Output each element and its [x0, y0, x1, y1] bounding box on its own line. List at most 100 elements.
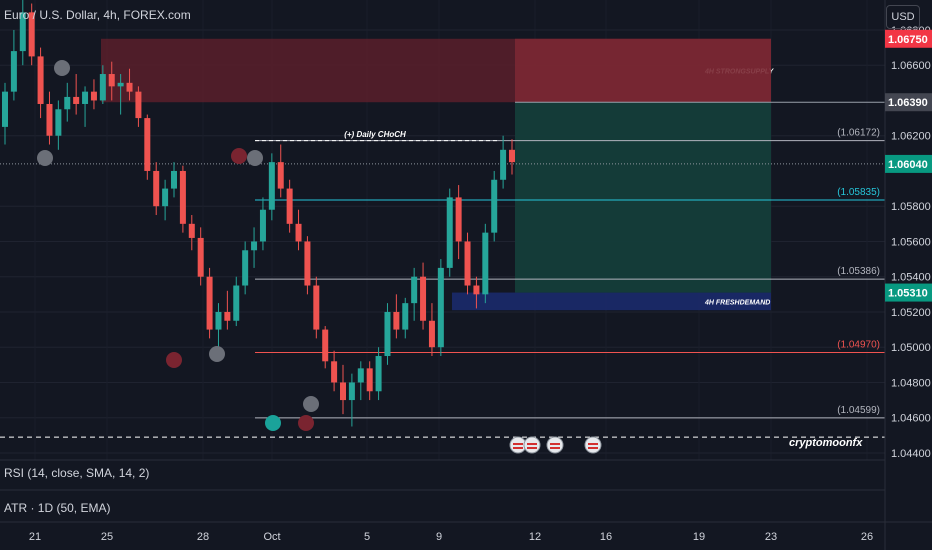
swing-marker	[166, 352, 182, 368]
price-badge-label: 1.05310	[888, 288, 928, 300]
candle-body	[215, 311, 222, 330]
x-tick-label: 25	[101, 531, 113, 543]
candle-body	[340, 382, 346, 401]
y-tick-label: 1.05800	[891, 201, 931, 213]
level-label: (1.05835)	[837, 187, 880, 198]
candle-body	[259, 209, 266, 242]
candle-body	[19, 12, 26, 52]
candle-body	[233, 285, 240, 321]
price-badge	[885, 93, 932, 112]
x-tick-label: 19	[693, 531, 705, 543]
swing-marker	[209, 346, 225, 362]
price-badge-label: 1.06390	[888, 97, 928, 109]
candle-body	[473, 285, 480, 295]
y-tick-label: 1.04600	[891, 413, 931, 425]
price-badges: 1.06750 1.06390 1.06040 1.05310	[885, 29, 932, 302]
us-flag-icon	[513, 447, 523, 449]
candle-body	[286, 188, 293, 224]
candle-body	[482, 232, 489, 295]
chart-markers	[37, 60, 602, 454]
candle-body	[126, 82, 133, 92]
swing-marker	[231, 148, 247, 164]
level-label: (1.04970)	[837, 339, 880, 350]
x-tick-label: 5	[364, 531, 370, 543]
candle-body	[322, 329, 329, 362]
swing-marker	[298, 415, 314, 431]
level-label: (1.06172)	[837, 128, 880, 139]
candle-body	[179, 170, 186, 224]
stop-zone	[515, 38, 771, 103]
candle-body	[277, 162, 284, 189]
us-flag-icon	[527, 447, 537, 449]
author-watermark: cryptomoonfx	[789, 437, 863, 449]
swing-marker	[265, 415, 281, 431]
candle-body	[251, 241, 258, 251]
symbol-title[interactable]: Euro / U.S. Dollar, 4h, FOREX.com	[4, 8, 191, 22]
x-tick-label: 26	[861, 531, 873, 543]
candle-body	[28, 12, 35, 57]
candle-body	[366, 368, 373, 392]
candle-body	[464, 241, 471, 286]
candle-body	[206, 276, 213, 330]
candle-body	[375, 356, 382, 392]
x-tick-label: Oct	[263, 531, 280, 543]
zone-label: 4H FRESHDEMAND	[704, 299, 770, 306]
zone-target	[515, 102, 771, 293]
price-badge	[885, 29, 932, 48]
swing-marker	[54, 60, 70, 76]
candle-body	[37, 56, 44, 104]
candle-body	[455, 197, 462, 242]
x-tick-label: 16	[600, 531, 612, 543]
swing-marker	[247, 150, 263, 166]
y-tick-label: 1.05400	[891, 272, 931, 284]
chart-levels: (1.06172) (1.05835) (1.05386) (1.04970) (1.0…	[0, 128, 885, 438]
candle-body	[171, 170, 177, 189]
us-flag-icon	[513, 443, 523, 445]
us-flag-icon	[550, 447, 560, 449]
candle-body	[411, 276, 418, 304]
candle-body	[188, 223, 195, 238]
candle-series	[2, 0, 515, 427]
atr-indicator-label[interactable]: ATR · 1D (50, EMA)	[4, 501, 111, 515]
candle-body	[491, 179, 498, 233]
candle-body	[268, 162, 275, 210]
candle-body	[393, 311, 400, 330]
candle-body	[402, 303, 409, 330]
candle-body	[420, 276, 427, 321]
y-tick-label: 1.04400	[891, 448, 931, 460]
candle-body	[295, 223, 302, 242]
us-flag-icon	[588, 443, 598, 445]
candle-body	[55, 109, 62, 136]
level-label: (1.04599)	[837, 405, 880, 416]
price-badge	[885, 283, 932, 302]
x-tick-label: 28	[197, 531, 209, 543]
candle-body	[509, 149, 515, 163]
x-tick-label: 9	[436, 531, 442, 543]
candle-body	[357, 368, 364, 383]
rsi-indicator-label[interactable]: RSI (14, close, SMA, 14, 2)	[4, 466, 150, 480]
candle-body	[144, 118, 151, 171]
us-flag-icon	[588, 447, 598, 449]
candle-body	[162, 188, 169, 207]
candle-body	[2, 91, 8, 127]
y-tick-label: 1.05600	[891, 236, 931, 248]
candle-body	[90, 91, 97, 101]
candle-body	[437, 267, 444, 348]
swing-marker	[303, 396, 319, 412]
candle-body	[153, 170, 160, 207]
price-badge-label: 1.06750	[888, 34, 928, 46]
currency-button[interactable]: USD	[886, 5, 920, 29]
candle-body	[331, 361, 338, 383]
y-tick-label: 1.06200	[891, 131, 931, 143]
candle-body	[99, 74, 106, 101]
y-tick-label: 1.04800	[891, 377, 931, 389]
choch-label: (+) Daily CHoCH	[344, 130, 406, 139]
candle-body	[82, 91, 89, 104]
chart-zones: 4H STRONGSUPPLY4H FRESHDEMAND	[101, 38, 885, 311]
y-tick-label: 1.05000	[891, 342, 931, 354]
us-flag-icon	[550, 443, 560, 445]
candle-body	[46, 103, 53, 136]
zone-demand	[452, 292, 771, 311]
